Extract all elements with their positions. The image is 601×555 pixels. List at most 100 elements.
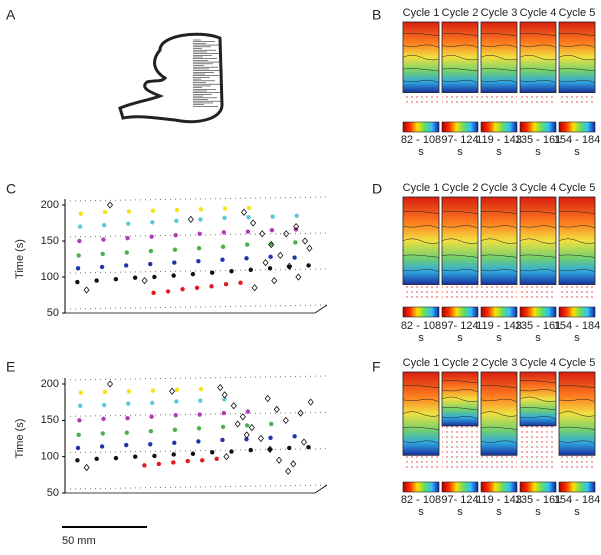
- point: [75, 266, 81, 271]
- point: [196, 426, 202, 431]
- cycle-title: Cycle 4: [520, 357, 557, 369]
- point: [244, 256, 249, 261]
- isochrone: [480, 238, 518, 244]
- isochrone: [441, 254, 479, 258]
- colorbar-unit: s: [574, 332, 580, 344]
- point: [172, 440, 177, 446]
- isochrone: [480, 79, 518, 84]
- isochrone: [558, 398, 596, 402]
- point: [174, 387, 180, 393]
- point: [172, 260, 177, 265]
- point: [264, 394, 271, 403]
- y-tick-label: 200: [41, 378, 59, 390]
- isochrone: [441, 407, 479, 411]
- point: [132, 275, 138, 280]
- isochrone: [558, 426, 596, 430]
- y-tick-label: 150: [41, 235, 59, 247]
- point: [107, 380, 114, 388]
- point: [149, 234, 154, 239]
- point: [76, 253, 81, 258]
- point: [223, 282, 229, 287]
- point: [194, 285, 200, 290]
- colorbar-range: 135 - 161: [515, 134, 561, 146]
- grid-line: [64, 375, 328, 381]
- cycle-title: Cycle 4: [520, 7, 557, 19]
- colorbar: [441, 121, 479, 133]
- colorbar-range: 82 - 108: [401, 134, 441, 146]
- y-tick-label: 200: [41, 199, 59, 211]
- panel-label: E: [6, 359, 15, 375]
- y-tick-label: 50: [47, 487, 59, 499]
- point: [174, 207, 180, 213]
- cycle-title: Cycle 3: [481, 7, 518, 19]
- isochrone: [402, 225, 440, 229]
- floor: [65, 484, 328, 494]
- point: [133, 454, 138, 459]
- point: [148, 248, 154, 254]
- point: [268, 254, 273, 260]
- point: [77, 418, 82, 423]
- isochrone: [402, 440, 440, 444]
- colorbar: [519, 481, 557, 493]
- isochrone: [441, 396, 479, 402]
- point: [220, 244, 226, 249]
- point: [173, 413, 178, 418]
- cycle-title: Cycle 1: [403, 357, 440, 369]
- point: [292, 434, 297, 439]
- point: [198, 207, 204, 212]
- isochrone: [519, 79, 557, 84]
- point: [94, 278, 99, 283]
- isochrone: [402, 79, 440, 84]
- point: [269, 421, 274, 427]
- point: [214, 456, 219, 462]
- isochrone: [519, 254, 557, 258]
- point: [123, 442, 129, 448]
- cycle-title: Cycle 2: [442, 7, 479, 19]
- point: [271, 276, 278, 285]
- isochrone: [441, 55, 479, 61]
- cycle-title: Cycle 3: [481, 182, 518, 194]
- point: [248, 447, 253, 453]
- point: [196, 258, 201, 264]
- colorbar-unit: s: [535, 506, 541, 518]
- colorbar: [480, 121, 518, 133]
- point: [99, 444, 105, 449]
- isochrone: [558, 269, 596, 273]
- point: [150, 220, 155, 225]
- point: [151, 290, 156, 296]
- point: [277, 251, 284, 260]
- point: [190, 451, 196, 456]
- colorbar-unit: s: [496, 146, 502, 158]
- colorbar-range: 119 - 143: [476, 134, 522, 146]
- point: [169, 387, 176, 395]
- isochrone: [480, 440, 518, 444]
- point: [198, 386, 204, 392]
- colorbar-unit: s: [418, 506, 424, 518]
- point: [142, 463, 147, 468]
- isochrone: [519, 33, 557, 37]
- point: [185, 458, 190, 464]
- point: [102, 389, 108, 395]
- colorbar-unit: s: [457, 146, 463, 158]
- colorbar-range: 135 - 161: [515, 494, 561, 506]
- isochrone: [402, 398, 440, 402]
- point: [77, 224, 83, 229]
- cycle-title: Cycle 5: [559, 182, 596, 194]
- point: [171, 273, 176, 278]
- point: [165, 289, 171, 294]
- point: [125, 235, 130, 241]
- isochrone: [519, 380, 557, 384]
- isochrone: [402, 426, 440, 430]
- isochrone: [480, 426, 518, 430]
- point: [245, 229, 251, 234]
- isochrone: [558, 79, 596, 84]
- point: [293, 222, 300, 231]
- colorbar-range: 97- 124: [441, 494, 478, 506]
- colorbar-range: 97- 124: [441, 134, 478, 146]
- isochrone: [402, 44, 440, 48]
- point: [101, 237, 106, 242]
- point: [285, 467, 292, 475]
- colorbar-unit: s: [535, 146, 541, 158]
- isochrone: [441, 44, 479, 48]
- point: [269, 228, 275, 233]
